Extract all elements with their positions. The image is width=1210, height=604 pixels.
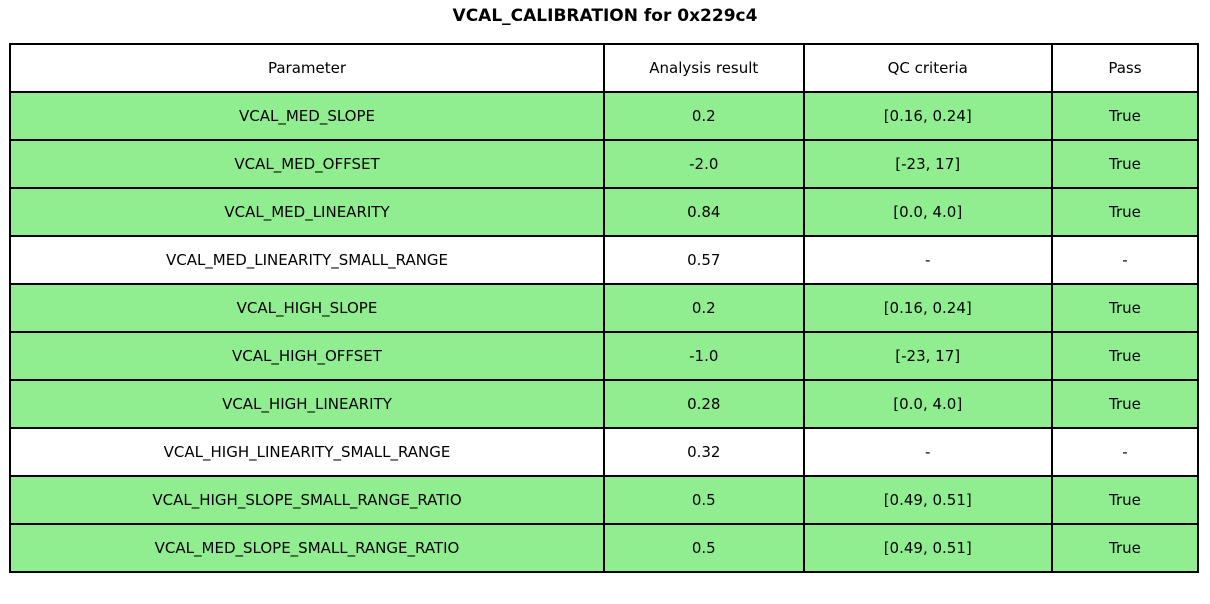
cell-analysis-result: 0.2 xyxy=(603,283,805,333)
col-header-parameter: Parameter xyxy=(9,43,605,93)
cell-qc-criteria: [0.16, 0.24] xyxy=(802,283,1053,333)
cell-parameter: VCAL_MED_SLOPE xyxy=(9,91,605,141)
table-row: VCAL_MED_SLOPE 0.2 [0.16, 0.24] True xyxy=(9,91,1200,141)
table-row: VCAL_HIGH_LINEARITY_SMALL_RANGE 0.32 - - xyxy=(9,427,1200,477)
cell-qc-criteria: - xyxy=(802,427,1053,477)
cell-qc-criteria: [0.0, 4.0] xyxy=(802,379,1053,429)
cell-pass: True xyxy=(1050,139,1200,189)
cell-parameter: VCAL_HIGH_LINEARITY xyxy=(9,379,605,429)
cell-parameter: VCAL_MED_LINEARITY xyxy=(9,187,605,237)
cell-qc-criteria: - xyxy=(802,235,1053,285)
cell-analysis-result: 0.84 xyxy=(603,187,805,237)
cell-qc-criteria: [-23, 17] xyxy=(802,331,1053,381)
cell-analysis-result: 0.5 xyxy=(603,523,805,573)
page-title: VCAL_CALIBRATION for 0x229c4 xyxy=(452,6,758,26)
col-header-pass: Pass xyxy=(1050,43,1200,93)
cell-parameter: VCAL_HIGH_SLOPE xyxy=(9,283,605,333)
table-row: VCAL_MED_SLOPE_SMALL_RANGE_RATIO 0.5 [0.… xyxy=(9,523,1200,573)
cell-analysis-result: 0.57 xyxy=(603,235,805,285)
cell-pass: True xyxy=(1050,283,1200,333)
cell-qc-criteria: [0.16, 0.24] xyxy=(802,91,1053,141)
cell-qc-criteria: [0.0, 4.0] xyxy=(802,187,1053,237)
cell-analysis-result: 0.2 xyxy=(603,91,805,141)
table-row: VCAL_HIGH_SLOPE 0.2 [0.16, 0.24] True xyxy=(9,283,1200,333)
col-header-qc-criteria: QC criteria xyxy=(802,43,1053,93)
table-body: VCAL_MED_SLOPE 0.2 [0.16, 0.24] True VCA… xyxy=(9,91,1200,573)
cell-pass: True xyxy=(1050,523,1200,573)
cell-pass: - xyxy=(1050,427,1200,477)
cell-qc-criteria: [0.49, 0.51] xyxy=(802,523,1053,573)
table-row: VCAL_HIGH_SLOPE_SMALL_RANGE_RATIO 0.5 [0… xyxy=(9,475,1200,525)
cell-analysis-result: -1.0 xyxy=(603,331,805,381)
cell-parameter: VCAL_HIGH_SLOPE_SMALL_RANGE_RATIO xyxy=(9,475,605,525)
cell-parameter: VCAL_MED_OFFSET xyxy=(9,139,605,189)
table-header-row: Parameter Analysis result QC criteria Pa… xyxy=(9,43,1200,93)
cell-analysis-result: 0.28 xyxy=(603,379,805,429)
cell-qc-criteria: [0.49, 0.51] xyxy=(802,475,1053,525)
col-header-analysis-result: Analysis result xyxy=(603,43,805,93)
cell-parameter: VCAL_HIGH_LINEARITY_SMALL_RANGE xyxy=(9,427,605,477)
cell-pass: - xyxy=(1050,235,1200,285)
table-row: VCAL_HIGH_LINEARITY 0.28 [0.0, 4.0] True xyxy=(9,379,1200,429)
cell-pass: True xyxy=(1050,91,1200,141)
table-row: VCAL_MED_OFFSET -2.0 [-23, 17] True xyxy=(9,139,1200,189)
cell-pass: True xyxy=(1050,379,1200,429)
cell-analysis-result: -2.0 xyxy=(603,139,805,189)
cell-pass: True xyxy=(1050,475,1200,525)
table-row: VCAL_MED_LINEARITY 0.84 [0.0, 4.0] True xyxy=(9,187,1200,237)
cell-parameter: VCAL_HIGH_OFFSET xyxy=(9,331,605,381)
table-row: VCAL_HIGH_OFFSET -1.0 [-23, 17] True xyxy=(9,331,1200,381)
cell-analysis-result: 0.5 xyxy=(603,475,805,525)
cell-parameter: VCAL_MED_LINEARITY_SMALL_RANGE xyxy=(9,235,605,285)
cell-pass: True xyxy=(1050,331,1200,381)
table-row: VCAL_MED_LINEARITY_SMALL_RANGE 0.57 - - xyxy=(9,235,1200,285)
cell-qc-criteria: [-23, 17] xyxy=(802,139,1053,189)
qc-results-table: Parameter Analysis result QC criteria Pa… xyxy=(9,43,1200,573)
cell-pass: True xyxy=(1050,187,1200,237)
cell-parameter: VCAL_MED_SLOPE_SMALL_RANGE_RATIO xyxy=(9,523,605,573)
cell-analysis-result: 0.32 xyxy=(603,427,805,477)
